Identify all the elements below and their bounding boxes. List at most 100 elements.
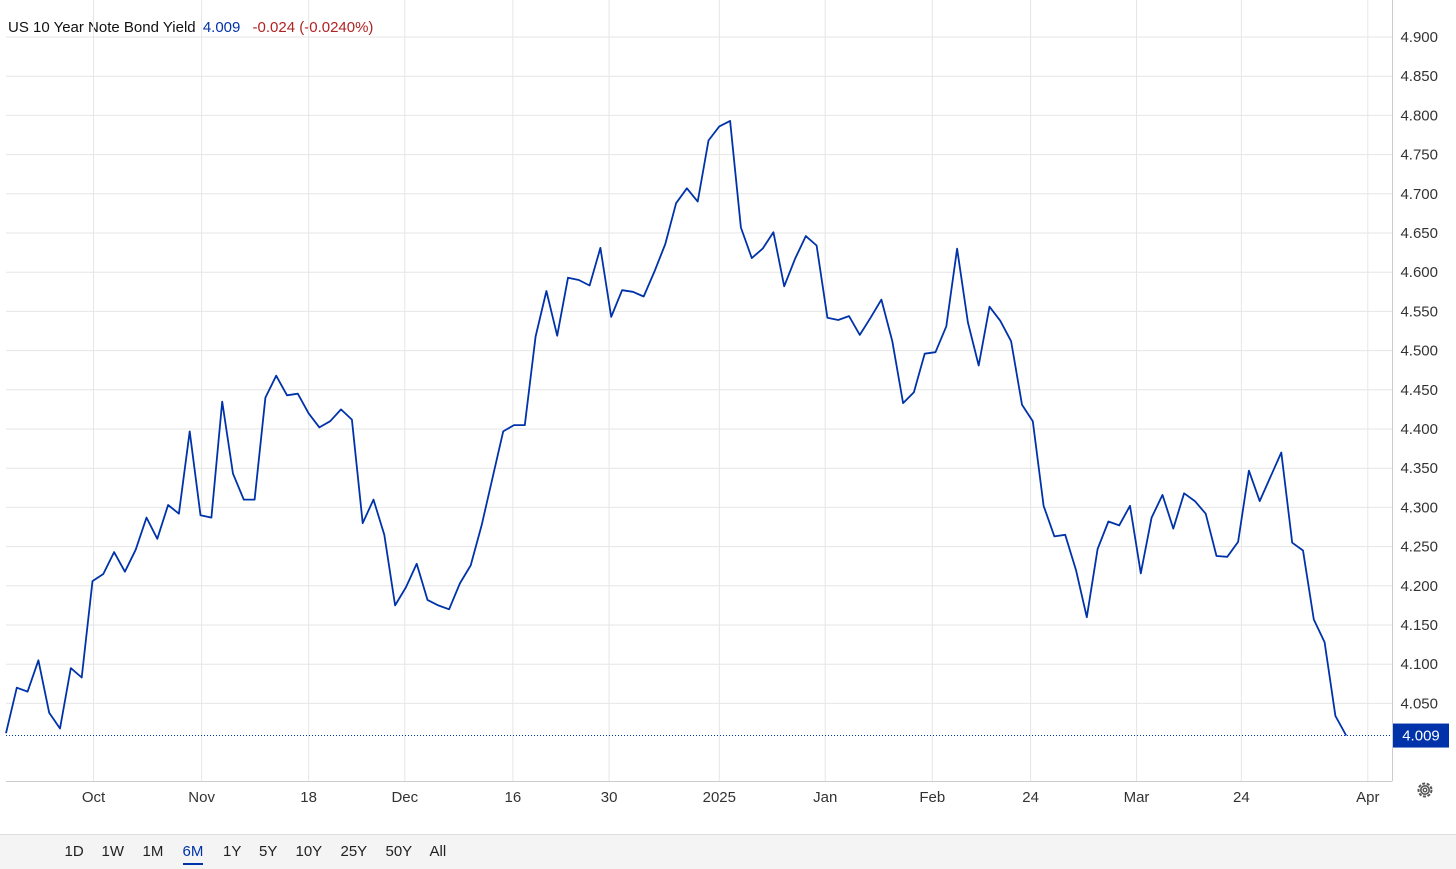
data-point: [794, 258, 796, 260]
data-point: [902, 402, 904, 404]
range-button-5y[interactable]: 5Y: [259, 843, 278, 860]
data-point: [924, 353, 926, 355]
x-tick-label: 24: [1022, 789, 1039, 806]
range-button-50y[interactable]: 50Y: [385, 843, 413, 860]
data-point: [427, 599, 429, 601]
data-point: [1248, 470, 1250, 472]
x-tick-label: Nov: [188, 789, 215, 806]
data-point: [870, 317, 872, 319]
data-point: [351, 419, 353, 421]
range-button-1m[interactable]: 1M: [142, 843, 164, 860]
data-point: [5, 732, 7, 734]
data-point: [589, 285, 591, 287]
data-point: [567, 277, 569, 279]
data-point: [1194, 500, 1196, 502]
x-tick-label: Dec: [391, 789, 418, 806]
data-point: [1302, 550, 1304, 552]
data-point: [643, 296, 645, 298]
data-point: [989, 306, 991, 308]
data-point: [827, 317, 829, 319]
data-point: [297, 393, 299, 395]
y-tick-label: 4.600: [1400, 264, 1438, 281]
data-point: [600, 247, 602, 249]
data-point: [394, 605, 396, 607]
data-point: [1172, 528, 1174, 530]
data-point: [286, 394, 288, 396]
range-button-25y[interactable]: 25Y: [340, 843, 368, 860]
data-point: [1108, 521, 1110, 523]
y-tick-label: 4.900: [1400, 29, 1438, 46]
legend-change: -0.024 (-0.0240%): [252, 19, 374, 36]
data-point: [92, 580, 94, 582]
data-point: [329, 420, 331, 422]
data-point: [1097, 548, 1099, 550]
data-point: [124, 571, 126, 573]
gear-icon[interactable]: [1414, 779, 1436, 801]
data-point: [1053, 536, 1055, 538]
series-layer: [5, 120, 1347, 736]
data-point: [81, 677, 83, 679]
data-point: [1021, 404, 1023, 406]
data-point: [59, 728, 61, 730]
data-point: [189, 430, 191, 432]
data-point: [881, 299, 883, 301]
range-selector: 1D 1W 1M 6M 1Y 5Y 10Y 25Y 50Y All: [0, 834, 1456, 869]
data-point: [481, 525, 483, 527]
legend-name: US 10 Year Note Bond Yield: [8, 19, 196, 36]
data-point: [459, 583, 461, 585]
data-point: [999, 320, 1001, 322]
data-point: [1345, 735, 1347, 737]
data-point: [491, 477, 493, 479]
range-button-1y[interactable]: 1Y: [223, 843, 242, 860]
current-value-label: 4.009: [1402, 728, 1440, 745]
data-point: [805, 235, 807, 237]
y-tick-label: 4.350: [1400, 460, 1438, 477]
data-point: [1075, 569, 1077, 571]
y-tick-label: 4.850: [1400, 68, 1438, 85]
data-point: [437, 605, 439, 607]
range-button-6m[interactable]: 6M: [182, 843, 204, 865]
data-point: [308, 412, 310, 414]
data-point: [254, 499, 256, 501]
data-point: [383, 534, 385, 536]
y-tick-label: 4.700: [1400, 186, 1438, 203]
y-tick-label: 4.300: [1400, 499, 1438, 516]
y-tick-label: 4.750: [1400, 147, 1438, 164]
y-axis: 4.900 4.850 4.800 4.750 4.700 4.650 4.600 4.550…: [1392, 0, 1438, 781]
legend-last-value: 4.009: [202, 19, 241, 36]
data-point: [1140, 572, 1142, 574]
data-point: [718, 125, 720, 127]
grid: [6, 0, 1392, 781]
data-point: [113, 551, 115, 553]
data-point: [654, 271, 656, 273]
data-point: [1162, 494, 1164, 496]
y-tick-label: 4.100: [1400, 656, 1438, 673]
data-point: [1237, 541, 1239, 543]
x-tick-label: Mar: [1124, 789, 1150, 806]
data-point: [264, 397, 266, 399]
x-tick-label: 2025: [703, 789, 736, 806]
data-point: [1324, 641, 1326, 643]
data-point: [978, 365, 980, 367]
data-point: [621, 289, 623, 291]
data-point: [373, 499, 375, 501]
data-point: [48, 712, 50, 714]
data-point: [524, 424, 526, 426]
range-button-all[interactable]: All: [429, 843, 447, 860]
y-tick-label: 4.500: [1400, 343, 1438, 360]
range-button-10y[interactable]: 10Y: [295, 843, 323, 860]
data-point: [891, 340, 893, 342]
data-point: [405, 586, 407, 588]
data-point: [156, 538, 158, 540]
range-button-1d[interactable]: 1D: [64, 843, 84, 860]
data-point: [1313, 619, 1315, 621]
current-value-badge: [1393, 723, 1449, 748]
data-point: [70, 667, 72, 669]
data-point: [135, 549, 137, 551]
data-point: [913, 391, 915, 393]
range-button-1w[interactable]: 1W: [101, 843, 125, 860]
data-point: [783, 285, 785, 287]
data-point: [1032, 420, 1034, 422]
x-tick-label: 18: [300, 789, 317, 806]
data-point: [546, 290, 548, 292]
